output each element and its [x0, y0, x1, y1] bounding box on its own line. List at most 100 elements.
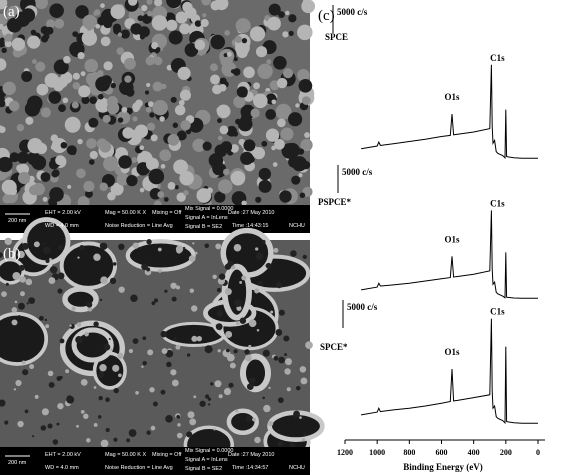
- grain: [210, 34, 226, 50]
- grain: [84, 58, 99, 73]
- pore-small: [255, 247, 259, 251]
- sem-texture: [0, 217, 325, 465]
- pore-small: [277, 441, 284, 447]
- grain: [148, 101, 154, 108]
- grain: [0, 126, 6, 134]
- grain: [26, 151, 41, 166]
- grain: [223, 53, 228, 58]
- grain: [166, 19, 178, 31]
- pore-small: [161, 348, 168, 355]
- grain: [16, 123, 25, 132]
- spectrum: [361, 318, 538, 424]
- grain: [271, 99, 277, 105]
- grain: [152, 81, 163, 92]
- pore-small: [204, 243, 210, 248]
- grain: [89, 150, 98, 160]
- grain: [182, 1, 193, 13]
- pore-small: [57, 288, 63, 294]
- grain: [288, 14, 297, 23]
- grain: [209, 63, 218, 72]
- pore-small: [26, 302, 29, 305]
- pore-small: [249, 377, 256, 384]
- pore-small: [265, 262, 272, 269]
- grain: [258, 167, 272, 181]
- pore-small: [99, 298, 103, 302]
- pore-small: [20, 291, 25, 297]
- pore-small: [59, 338, 65, 344]
- grain: [176, 130, 187, 141]
- grain: [219, 125, 229, 135]
- grain: [243, 66, 255, 79]
- grain: [160, 164, 166, 169]
- pore-small: [176, 248, 182, 254]
- grain: [220, 57, 230, 67]
- grain: [149, 112, 155, 118]
- pore-small: [15, 379, 22, 387]
- pore-small: [87, 306, 93, 312]
- x-tick-label: 600: [436, 448, 448, 457]
- pore-small: [262, 349, 270, 357]
- pore-small: [49, 266, 58, 274]
- grain: [266, 59, 272, 65]
- grain: [240, 151, 254, 165]
- grain: [98, 93, 104, 100]
- grain: [298, 173, 303, 178]
- pore-small: [57, 272, 65, 280]
- pore-small: [80, 379, 88, 386]
- pore-small: [226, 348, 230, 353]
- grain: [212, 84, 222, 95]
- grain: [8, 100, 20, 112]
- pore-small: [117, 352, 124, 359]
- pore-small: [176, 432, 183, 439]
- grain: [0, 0, 8, 10]
- pore-small: [208, 403, 211, 406]
- grain: [299, 192, 306, 199]
- pore: [71, 327, 114, 363]
- panel-label: (c): [318, 8, 335, 24]
- grain: [88, 159, 95, 165]
- grain: [170, 96, 177, 103]
- pore-small: [86, 438, 91, 443]
- grain: [257, 63, 273, 79]
- grain: [95, 23, 101, 29]
- pore-small: [42, 246, 51, 255]
- pore-small: [28, 297, 36, 305]
- pore-small: [130, 294, 138, 303]
- grain: [217, 135, 223, 141]
- pore-small: [277, 429, 280, 432]
- pore-small: [241, 275, 247, 281]
- pore-small: [276, 281, 283, 289]
- pore-small: [11, 319, 18, 326]
- grain: [49, 3, 64, 18]
- pore-small: [45, 258, 50, 264]
- scale-label: 5000 c/s: [337, 7, 368, 17]
- pore-small: [295, 385, 301, 391]
- pore-small: [56, 422, 60, 426]
- grain: [253, 93, 268, 109]
- grain: [62, 97, 69, 104]
- pore-small: [157, 247, 162, 252]
- grain: [178, 99, 185, 106]
- pore-small: [52, 439, 59, 445]
- pore-small: [142, 336, 147, 341]
- info-text: EHT = 2.00 kV: [45, 452, 81, 458]
- grain: [135, 99, 143, 108]
- grain: [167, 182, 176, 190]
- grain: [9, 152, 20, 163]
- info-bar: [0, 447, 310, 475]
- grain: [100, 3, 105, 9]
- grain: [184, 43, 199, 57]
- grain: [30, 29, 37, 36]
- pore-small: [170, 282, 177, 289]
- pore-small: [158, 269, 162, 273]
- grain: [36, 83, 49, 96]
- pore-small: [105, 427, 110, 433]
- grain: [298, 79, 313, 93]
- grain: [236, 86, 248, 98]
- grain: [126, 174, 138, 187]
- grain: [50, 144, 57, 150]
- grain: [72, 81, 81, 90]
- info-text: NCHU: [289, 465, 305, 471]
- pore-small: [255, 252, 264, 260]
- grain: [132, 106, 139, 113]
